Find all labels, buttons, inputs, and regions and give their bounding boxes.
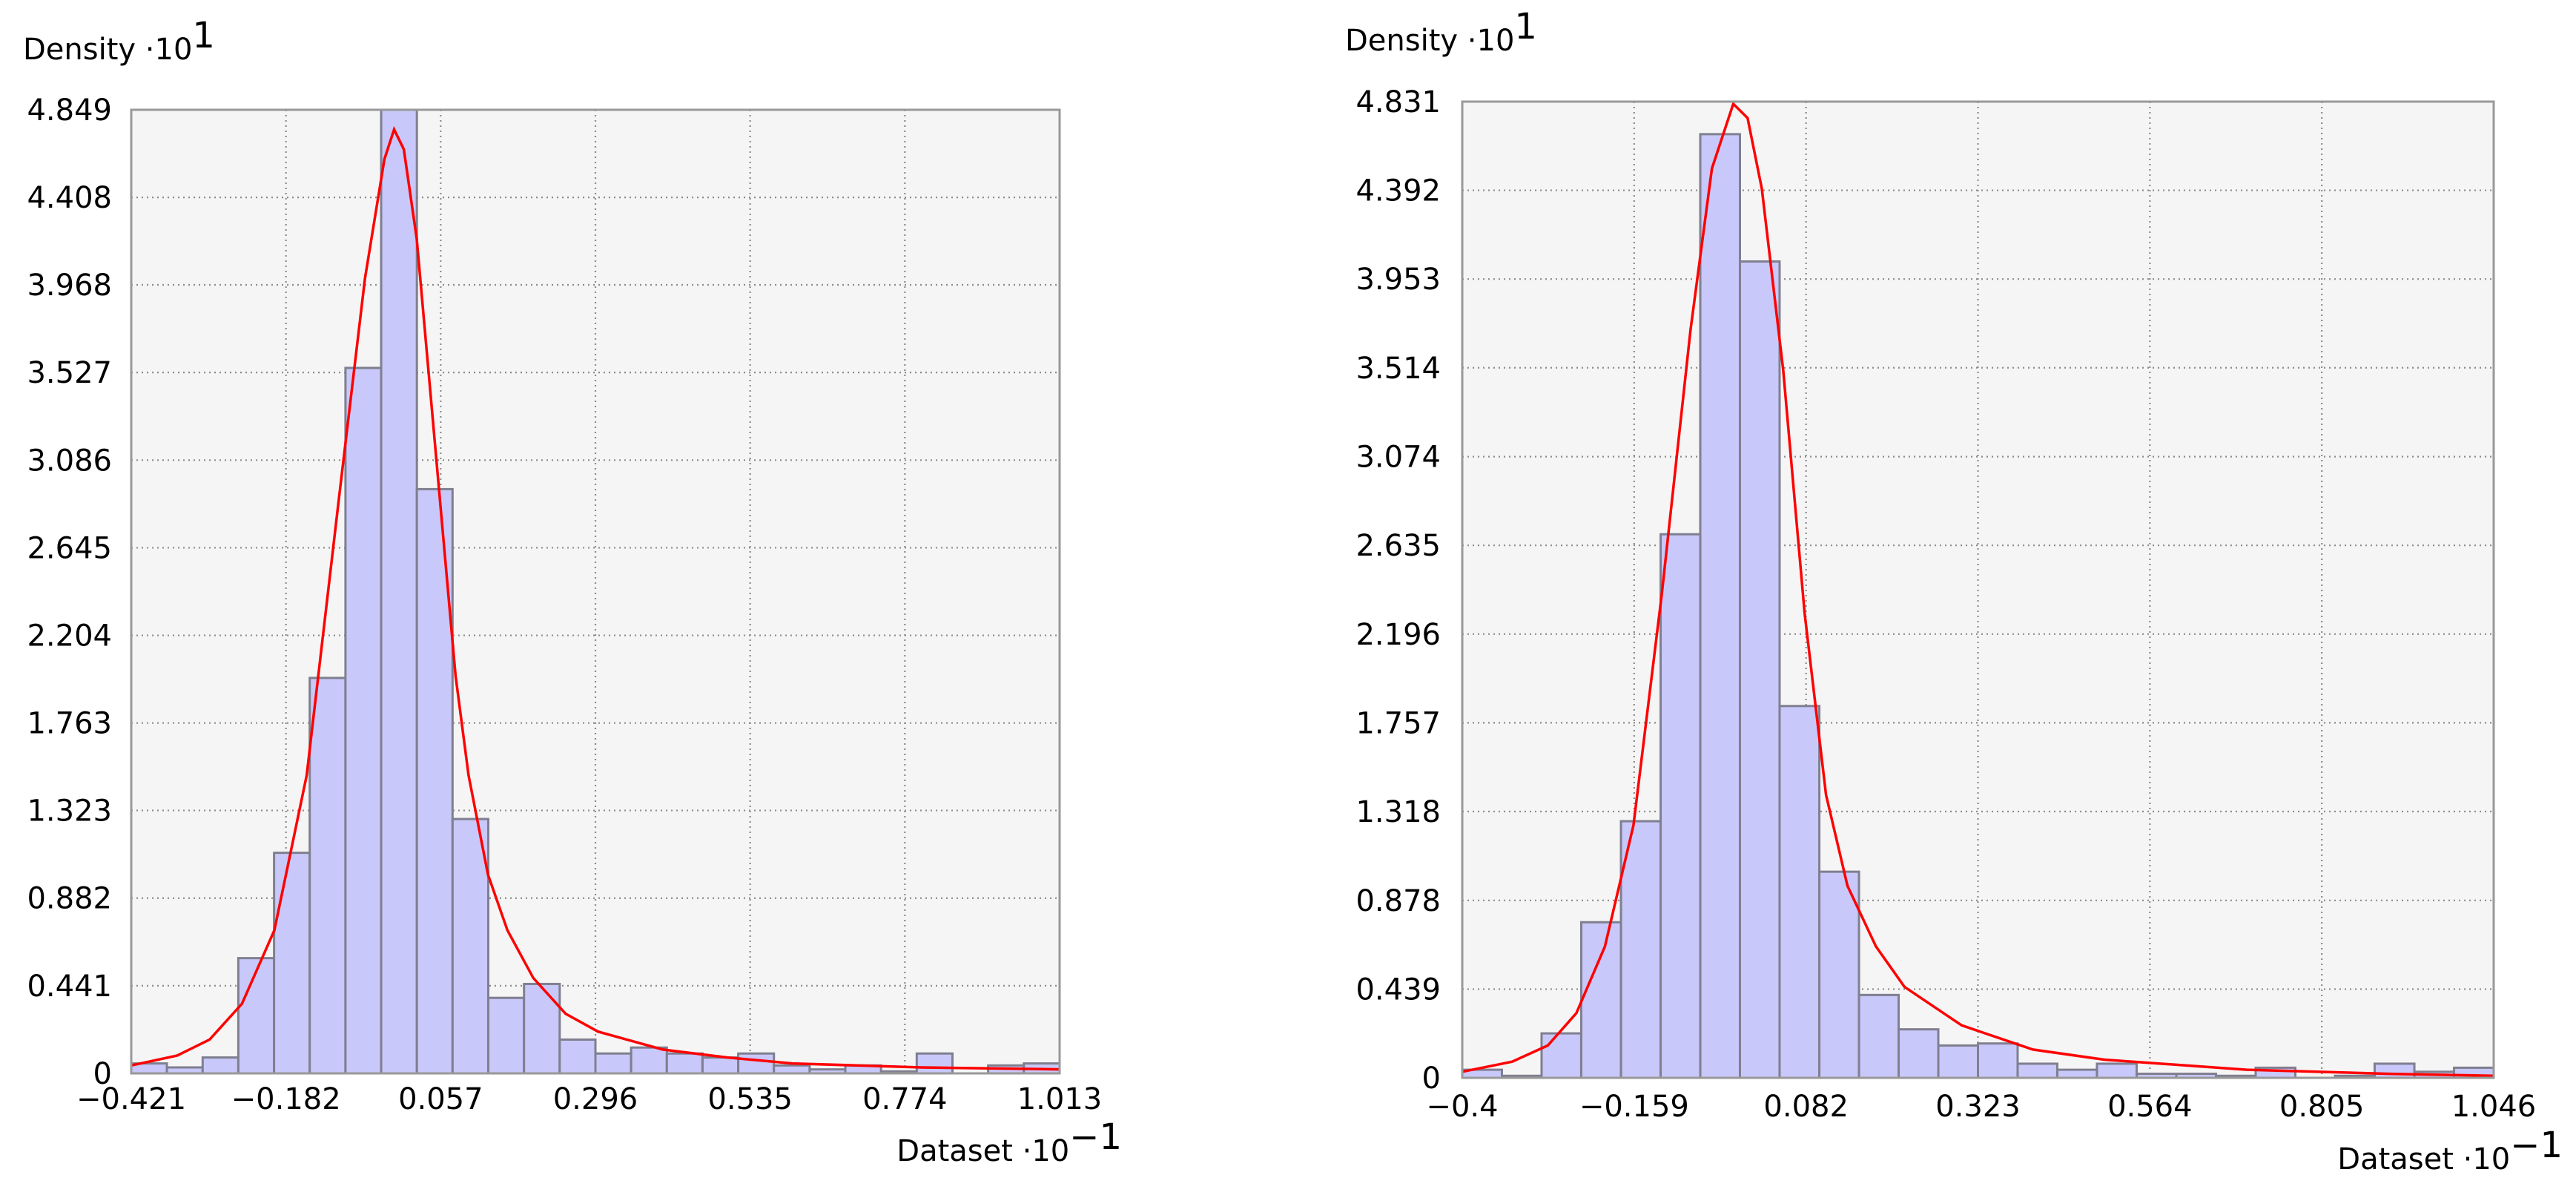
bar xyxy=(201,1056,240,1075)
bar xyxy=(1540,1032,1582,1079)
y-tick-label: 2.204 xyxy=(27,619,112,654)
x-tick-label: 0.082 xyxy=(1763,1090,1849,1124)
bar xyxy=(1619,820,1662,1079)
x-tick-label: 0.323 xyxy=(1935,1090,2021,1124)
bar xyxy=(451,817,490,1075)
bar xyxy=(594,1052,633,1075)
y-axis-exponent: 1 xyxy=(1514,6,1537,47)
bar xyxy=(2016,1062,2058,1079)
bar xyxy=(2055,1068,2098,1079)
y-tick-label: 4.849 xyxy=(27,93,112,128)
y-tick-label: 0.441 xyxy=(27,970,112,1004)
y-tick-label: 4.408 xyxy=(27,181,112,215)
bar xyxy=(630,1046,668,1075)
y-tick-label: 1.318 xyxy=(1355,795,1441,829)
y-axis-title-base: Density ·10 xyxy=(1345,24,1514,58)
fit-curve xyxy=(1462,101,2494,1078)
y-tick-label: 0 xyxy=(93,1057,112,1091)
y-axis-title: Density ·101 xyxy=(1345,6,1537,58)
x-tick-label: 0.057 xyxy=(398,1082,483,1116)
x-tick-label: 0.535 xyxy=(707,1082,793,1116)
y-tick-label: 3.953 xyxy=(1355,263,1441,297)
y-tick-label: 4.392 xyxy=(1355,174,1441,208)
x-axis-title-base: Dataset ·10 xyxy=(896,1134,1069,1168)
y-tick-label: 0.878 xyxy=(1355,884,1441,918)
y-tick-label: 3.086 xyxy=(27,444,112,478)
y-tick-label: 1.323 xyxy=(27,794,112,829)
x-axis-title: Dataset ·10−1 xyxy=(896,1116,1122,1168)
x-tick-label: 0.564 xyxy=(2107,1090,2193,1124)
y-tick-label: 3.527 xyxy=(27,356,112,390)
y-tick-label: 2.645 xyxy=(27,531,112,565)
bar xyxy=(773,1064,811,1075)
plot-border xyxy=(130,108,1061,1075)
y-tick-label: 3.514 xyxy=(1355,352,1441,386)
y-tick-label: 3.968 xyxy=(27,269,112,303)
chart: 0 0.441 0.882 1.323 1.763 2.204 2.645 3.086 3.52… xyxy=(23,15,1122,1168)
plot-area xyxy=(131,110,1060,1073)
x-tick-label: 0.774 xyxy=(862,1082,948,1116)
bar xyxy=(1738,260,1781,1079)
x-tick-label: 0.296 xyxy=(553,1082,638,1116)
x-tick-label: 1.046 xyxy=(2451,1090,2537,1124)
y-tick-label: 1.757 xyxy=(1355,706,1441,740)
y-tick-label: 0.882 xyxy=(27,882,112,916)
x-tick-label: 0.805 xyxy=(2279,1090,2365,1124)
bar xyxy=(2373,1062,2416,1079)
bar xyxy=(1977,1042,2019,1079)
bar xyxy=(558,1038,597,1075)
bar xyxy=(1579,921,1622,1079)
bar xyxy=(1898,1028,1940,1079)
y-tick-label: 0 xyxy=(1422,1062,1441,1096)
x-tick-label: −0.182 xyxy=(231,1082,341,1116)
bar xyxy=(380,108,418,1075)
fit-curve xyxy=(131,125,1060,1071)
x-axis-title: Dataset ·10−1 xyxy=(2337,1125,2563,1176)
y-axis-title: Density ·101 xyxy=(23,15,215,67)
bar xyxy=(1778,705,1821,1079)
plot-border xyxy=(1461,100,2495,1079)
chart: 0 0.439 0.878 1.318 1.757 2.196 2.635 3.074 3.51… xyxy=(1345,6,2563,1176)
x-tick-label: −0.4 xyxy=(1426,1090,1498,1124)
x-axis-exponent: −1 xyxy=(1069,1116,1122,1158)
bar xyxy=(273,852,311,1075)
bar xyxy=(665,1052,704,1075)
x-tick-label: 1.013 xyxy=(1017,1082,1103,1116)
x-tick-label: −0.159 xyxy=(1579,1090,1689,1124)
y-tick-label: 0.439 xyxy=(1355,972,1441,1007)
y-tick-label: 3.074 xyxy=(1355,441,1441,475)
y-tick-label: 2.635 xyxy=(1355,529,1441,563)
bar xyxy=(915,1052,954,1075)
bar xyxy=(237,957,276,1075)
bar xyxy=(1659,533,1702,1079)
y-axis-title-base: Density ·10 xyxy=(23,33,192,67)
bar xyxy=(344,366,383,1075)
bar xyxy=(701,1056,740,1075)
bar xyxy=(487,996,526,1075)
bar xyxy=(737,1052,776,1075)
x-axis-exponent: −1 xyxy=(2510,1125,2563,1166)
bar xyxy=(1818,870,1860,1079)
y-tick-label: 2.196 xyxy=(1355,618,1441,652)
bar xyxy=(523,982,561,1075)
y-axis-exponent: 1 xyxy=(192,15,215,56)
bar xyxy=(1857,993,1900,1079)
x-axis-title-base: Dataset ·10 xyxy=(2337,1142,2510,1176)
y-tick-label: 1.763 xyxy=(27,707,112,741)
bar xyxy=(2096,1062,2139,1079)
y-tick-label: 4.831 xyxy=(1355,85,1441,119)
bar xyxy=(1937,1044,1980,1079)
bar xyxy=(308,677,347,1075)
bar xyxy=(1699,133,1741,1079)
x-tick-label: −0.421 xyxy=(76,1082,186,1116)
